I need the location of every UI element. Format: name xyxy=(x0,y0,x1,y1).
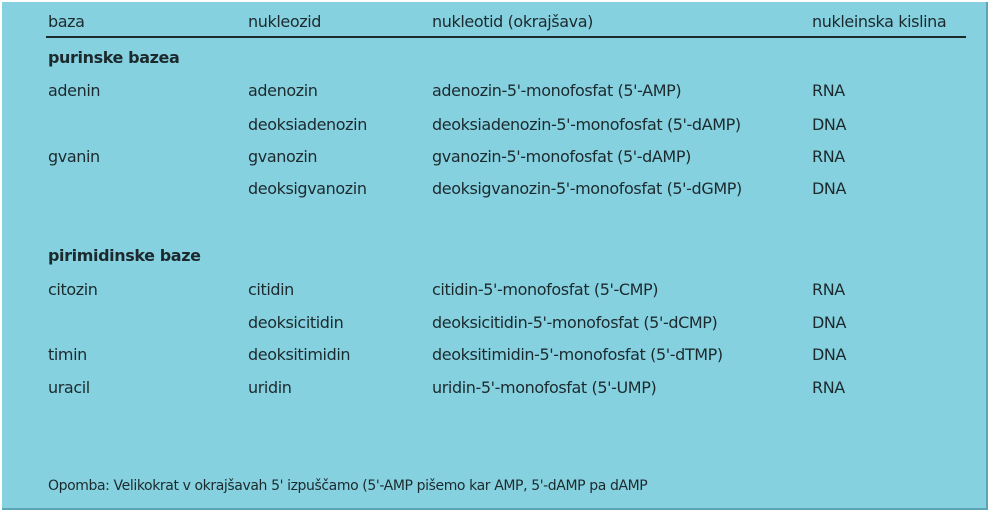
header-nukleinska-kislina: nukleinska kislina xyxy=(812,12,947,31)
cell-nukleotid: deoksiadenozin-5'-monofosfat (5'-dAMP) xyxy=(432,115,741,134)
cell-nukleotid: deoksigvanozin-5'-monofosfat (5'-dGMP) xyxy=(432,179,742,198)
cell-kislina: DNA xyxy=(812,345,847,364)
header-nukleozid: nukleozid xyxy=(248,12,322,31)
cell-nukleozid: uridin xyxy=(248,378,292,397)
section-title-pyrimidines: pirimidinske baze xyxy=(48,246,201,265)
cell-kislina: RNA xyxy=(812,378,845,397)
cell-nukleotid: deoksicitidin-5'-monofosfat (5'-dCMP) xyxy=(432,313,718,332)
header-divider xyxy=(46,36,966,38)
cell-nukleozid: deoksiadenozin xyxy=(248,115,367,134)
cell-nukleozid: adenozin xyxy=(248,81,318,100)
cell-nukleozid: deoksigvanozin xyxy=(248,179,367,198)
cell-nukleozid: citidin xyxy=(248,280,294,299)
cell-kislina: RNA xyxy=(812,147,845,166)
header-nukleotid: nukleotid (okrajšava) xyxy=(432,12,593,31)
cell-kislina: DNA xyxy=(812,313,847,332)
cell-nukleozid: deoksitimidin xyxy=(248,345,351,364)
footnote: Opomba: Velikokrat v okrajšavah 5' izpuš… xyxy=(48,478,648,494)
cell-baza: gvanin xyxy=(48,147,100,166)
cell-nukleotid: adenozin-5'-monofosfat (5'-AMP) xyxy=(432,81,682,100)
cell-kislina: RNA xyxy=(812,81,845,100)
cell-nukleotid: citidin-5'-monofosfat (5'-CMP) xyxy=(432,280,659,299)
cell-kislina: DNA xyxy=(812,115,847,134)
cell-nukleotid: uridin-5'-monofosfat (5'-UMP) xyxy=(432,378,657,397)
cell-nukleotid: deoksitimidin-5'-monofosfat (5'-dTMP) xyxy=(432,345,723,364)
cell-nukleozid: gvanozin xyxy=(248,147,318,166)
cell-nukleotid: gvanozin-5'-monofosfat (5'-dAMP) xyxy=(432,147,691,166)
cell-kislina: DNA xyxy=(812,179,847,198)
cell-baza: citozin xyxy=(48,280,98,299)
cell-baza: timin xyxy=(48,345,87,364)
cell-kislina: RNA xyxy=(812,280,845,299)
section-title-purines: purinske bazea xyxy=(48,48,180,67)
cell-baza: uracil xyxy=(48,378,90,397)
cell-nukleozid: deoksicitidin xyxy=(248,313,344,332)
cell-baza: adenin xyxy=(48,81,101,100)
header-baza: baza xyxy=(48,12,85,31)
